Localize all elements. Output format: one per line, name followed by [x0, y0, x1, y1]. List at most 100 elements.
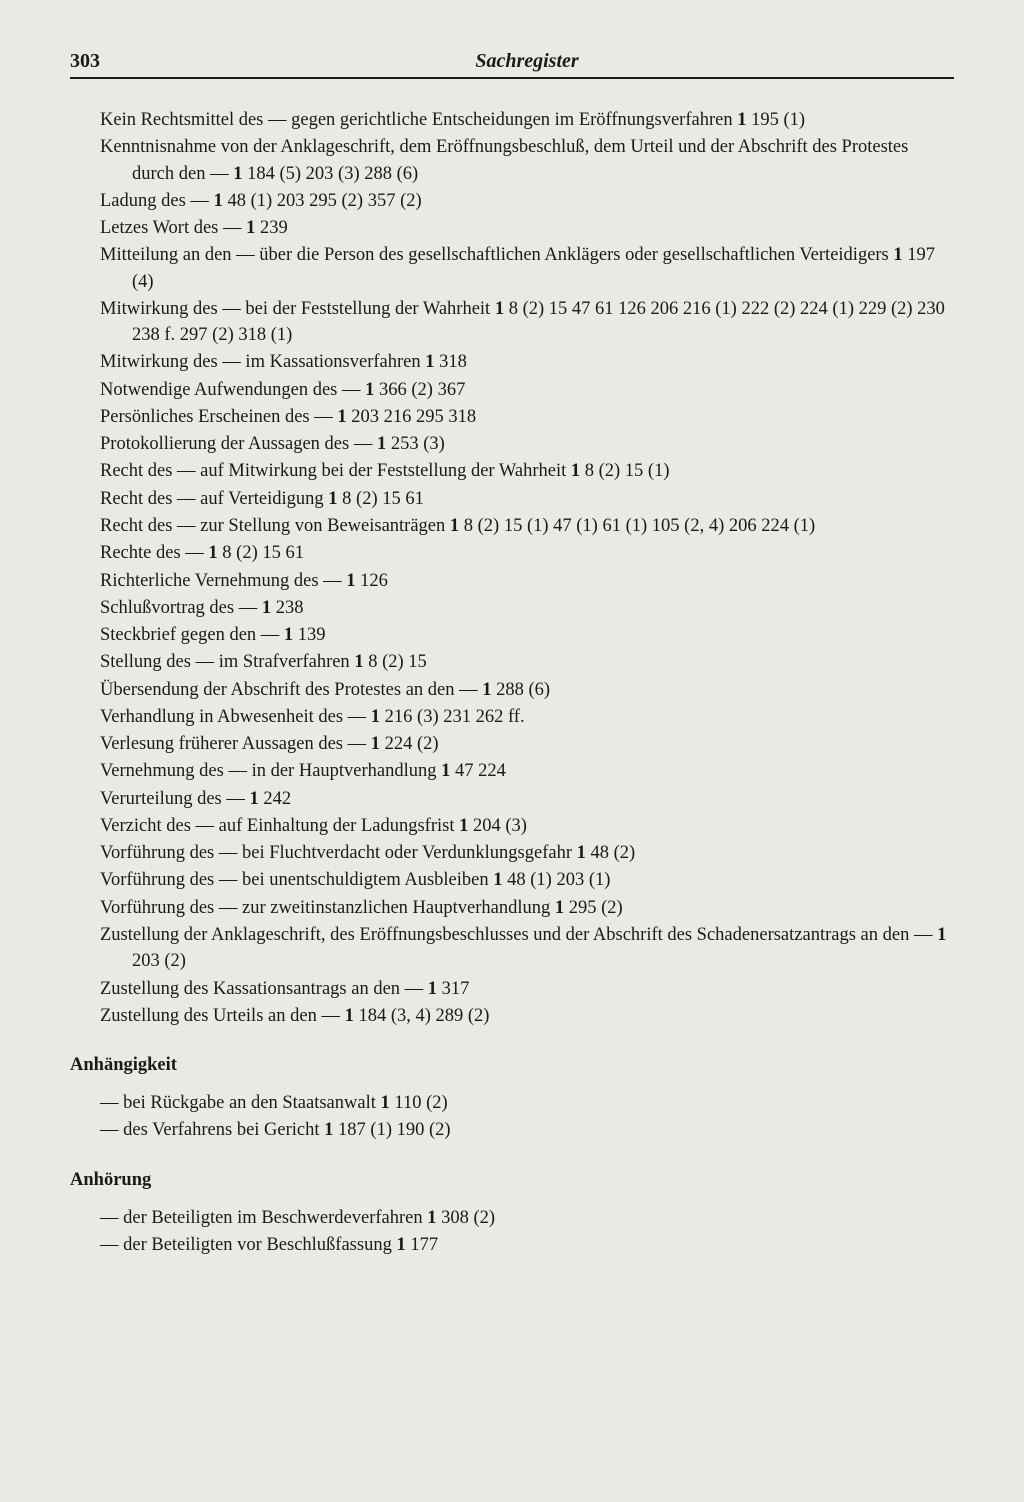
entry-text: Vorführung des — bei unentschuldigtem Au… [100, 870, 489, 890]
index-entry: Verhandlung in Abwesenheit des — 1 216 (… [70, 704, 954, 730]
entry-refs: 1 177 [396, 1235, 438, 1255]
entry-text: Persönliches Erscheinen des — [100, 407, 333, 427]
entry-text: — bei Rückgabe an den Staatsanwalt [100, 1093, 376, 1113]
entry-text: Mitwirkung des — bei der Feststellung de… [100, 299, 490, 319]
entry-refs: 1 204 (3) [459, 816, 527, 836]
entry-refs: 1 366 (2) 367 [365, 380, 465, 400]
entry-refs: 1 187 (1) 190 (2) [324, 1120, 450, 1140]
entry-text: Stellung des — im Strafverfahren [100, 652, 350, 672]
entry-text: Richterliche Vernehmung des — [100, 571, 342, 591]
entry-text: Recht des — auf Verteidigung [100, 489, 324, 509]
entry-text: Zustellung des Kassationsantrags an den … [100, 979, 423, 999]
index-entry: Recht des — auf Mitwirkung bei der Fests… [70, 458, 954, 484]
entry-refs: 1 318 [425, 352, 467, 372]
entry-text: Übersendung der Abschrift des Protestes … [100, 680, 478, 700]
entry-refs: 1 47 224 [441, 761, 506, 781]
index-entry: — der Beteiligten im Beschwerdeverfahren… [70, 1205, 954, 1231]
entry-refs: 1 288 (6) [482, 680, 550, 700]
entry-refs: 1 224 (2) [371, 734, 439, 754]
index-entry: Mitwirkung des — bei der Feststellung de… [70, 296, 954, 349]
entry-text: Zustellung der Anklageschrift, des Eröff… [100, 925, 932, 945]
index-entry: Verurteilung des — 1 242 [70, 786, 954, 812]
entry-refs: 1 184 (3, 4) 289 (2) [345, 1006, 490, 1026]
index-entry: Zustellung des Urteils an den — 1 184 (3… [70, 1003, 954, 1029]
index-entry: Vorführung des — zur zweitinstanzlichen … [70, 895, 954, 921]
entry-refs: 1 216 (3) 231 262 ff. [371, 707, 525, 727]
entry-refs: 1 48 (1) 203 295 (2) 357 (2) [214, 191, 422, 211]
entry-text: Ladung des — [100, 191, 209, 211]
index-entry: Vernehmung des — in der Hauptverhandlung… [70, 758, 954, 784]
index-entry: Verlesung früherer Aussagen des — 1 224 … [70, 731, 954, 757]
entry-refs: 1 184 (5) 203 (3) 288 (6) [233, 164, 418, 184]
entry-text: Vernehmung des — in der Hauptverhandlung [100, 761, 437, 781]
entry-refs: 1 242 [250, 789, 292, 809]
index-entry: Letzes Wort des — 1 239 [70, 215, 954, 241]
sections-container: Anhängigkeit— bei Rückgabe an den Staats… [70, 1055, 954, 1258]
index-entry: Persönliches Erscheinen des — 1 203 216 … [70, 404, 954, 430]
index-entry: Schlußvortrag des — 1 238 [70, 595, 954, 621]
index-entry: Mitteilung an den — über die Person des … [70, 242, 954, 295]
index-entry: — der Beteiligten vor Beschlußfassung 1 … [70, 1232, 954, 1258]
index-entry: Stellung des — im Strafverfahren 1 8 (2)… [70, 649, 954, 675]
index-entry: Kenntnisnahme von der Anklageschrift, de… [70, 134, 954, 187]
index-entry: Protokollierung der Aussagen des — 1 253… [70, 431, 954, 457]
entry-text: — des Verfahrens bei Gericht [100, 1120, 320, 1140]
entry-text: Vorführung des — zur zweitinstanzlichen … [100, 898, 550, 918]
entry-text: Mitteilung an den — über die Person des … [100, 245, 889, 265]
entry-refs: 1 126 [346, 571, 388, 591]
entry-refs: 1 8 (2) 15 (1) 47 (1) 61 (1) 105 (2, 4) … [450, 516, 815, 536]
index-entry: Zustellung des Kassationsantrags an den … [70, 976, 954, 1002]
entry-refs: 1 253 (3) [377, 434, 445, 454]
entry-refs: 1 308 (2) [427, 1208, 495, 1228]
index-entry: Rechte des — 1 8 (2) 15 61 [70, 540, 954, 566]
entry-refs: 1 317 [428, 979, 470, 999]
entry-text: Verhandlung in Abwesenheit des — [100, 707, 366, 727]
entry-refs: 1 48 (1) 203 (1) [493, 870, 610, 890]
page-container: 303 Sachregister Kein Rechtsmittel des —… [0, 0, 1024, 1319]
index-entry: Vorführung des — bei unentschuldigtem Au… [70, 867, 954, 893]
entry-text: Recht des — zur Stellung von Beweisanträ… [100, 516, 445, 536]
entry-refs: 1 239 [246, 218, 288, 238]
entry-text: Verzicht des — auf Einhaltung der Ladung… [100, 816, 454, 836]
entry-refs: 1 8 (2) 15 61 [328, 489, 424, 509]
entry-text: Verlesung früherer Aussagen des — [100, 734, 366, 754]
index-entry: Recht des — zur Stellung von Beweisanträ… [70, 513, 954, 539]
entry-text: Letzes Wort des — [100, 218, 242, 238]
entry-refs: 1 8 (2) 15 61 [208, 543, 304, 563]
index-entry: — bei Rückgabe an den Staatsanwalt 1 110… [70, 1090, 954, 1116]
entry-text: Protokollierung der Aussagen des — [100, 434, 372, 454]
index-entry: Richterliche Vernehmung des — 1 126 [70, 568, 954, 594]
index-entry: Kein Rechtsmittel des — gegen gerichtlic… [70, 107, 954, 133]
entry-text: Rechte des — [100, 543, 204, 563]
index-entry: Vorführung des — bei Fluchtverdacht oder… [70, 840, 954, 866]
entry-text: Notwendige Aufwendungen des — [100, 380, 361, 400]
entry-refs: 1 139 [284, 625, 326, 645]
section-heading: Anhörung [70, 1170, 954, 1191]
entry-refs: 1 238 [262, 598, 304, 618]
index-entry: Mitwirkung des — im Kassationsverfahren … [70, 349, 954, 375]
entry-text: Kenntnisnahme von der Anklageschrift, de… [100, 137, 908, 183]
page-header: 303 Sachregister [70, 50, 954, 79]
entry-refs: 1 48 (2) [577, 843, 636, 863]
index-entry: Recht des — auf Verteidigung 1 8 (2) 15 … [70, 486, 954, 512]
index-entry: — des Verfahrens bei Gericht 1 187 (1) 1… [70, 1117, 954, 1143]
entry-text: Kein Rechtsmittel des — gegen gerichtlic… [100, 110, 733, 130]
index-entry: Steckbrief gegen den — 1 139 [70, 622, 954, 648]
entry-text: — der Beteiligten im Beschwerdeverfahren [100, 1208, 423, 1228]
main-entry-list: Kein Rechtsmittel des — gegen gerichtlic… [70, 107, 954, 1029]
page-title: Sachregister [100, 50, 954, 73]
index-entry: Ladung des — 1 48 (1) 203 295 (2) 357 (2… [70, 188, 954, 214]
entry-refs: 1 8 (2) 15 (1) [571, 461, 670, 481]
index-entry: Notwendige Aufwendungen des — 1 366 (2) … [70, 377, 954, 403]
entry-refs: 1 8 (2) 15 [354, 652, 426, 672]
entry-text: — der Beteiligten vor Beschlußfassung [100, 1235, 392, 1255]
entry-refs: 1 110 (2) [381, 1093, 448, 1113]
entry-text: Vorführung des — bei Fluchtverdacht oder… [100, 843, 572, 863]
entry-text: Steckbrief gegen den — [100, 625, 279, 645]
page-number: 303 [70, 50, 100, 73]
entry-refs: 1 295 (2) [555, 898, 623, 918]
entry-refs: 1 195 (1) [737, 110, 805, 130]
entry-text: Schlußvortrag des — [100, 598, 257, 618]
index-entry: Zustellung der Anklageschrift, des Eröff… [70, 922, 954, 975]
entry-text: Zustellung des Urteils an den — [100, 1006, 340, 1026]
